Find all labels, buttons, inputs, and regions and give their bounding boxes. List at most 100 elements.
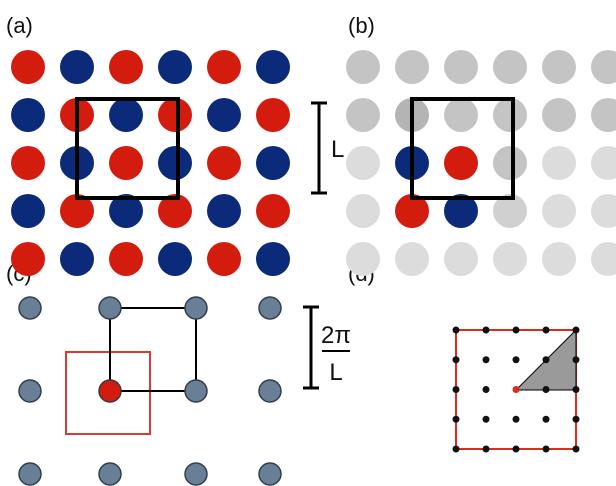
site-red <box>395 194 429 228</box>
momentum-point <box>452 326 460 334</box>
panel-a-checkerboard-lattice <box>11 50 290 276</box>
panel-b-unit-cell <box>410 97 515 200</box>
reciprocal-node <box>184 379 208 403</box>
momentum-point <box>542 356 550 364</box>
panel-c-reciprocal-cell <box>109 307 197 392</box>
site-red <box>11 242 45 276</box>
site-gray <box>346 98 380 132</box>
site-gray <box>591 98 616 132</box>
site-blue <box>11 194 45 228</box>
momentum-point <box>512 445 520 453</box>
site-blue <box>109 98 143 132</box>
site-red <box>256 194 290 228</box>
site-blue <box>256 242 290 276</box>
site-gray <box>346 146 380 180</box>
site-gray <box>591 146 616 180</box>
reciprocal-node <box>184 296 208 320</box>
site-blue <box>11 98 45 132</box>
site-blue <box>60 50 94 84</box>
momentum-point <box>482 356 490 364</box>
momentum-point <box>452 445 460 453</box>
site-gray <box>346 242 380 276</box>
site-red <box>11 50 45 84</box>
reciprocal-node <box>98 296 122 320</box>
reciprocal-node <box>258 379 282 403</box>
site-red <box>207 242 241 276</box>
momentum-point <box>572 356 580 364</box>
site-blue <box>109 194 143 228</box>
momentum-point <box>572 386 580 393</box>
momentum-point <box>482 326 490 334</box>
site-gray <box>493 242 527 276</box>
momentum-point <box>452 415 460 423</box>
site-red <box>207 146 241 180</box>
momentum-point <box>512 326 520 334</box>
momentum-point <box>542 326 550 334</box>
momentum-point <box>572 415 580 423</box>
site-red <box>158 194 192 228</box>
site-blue <box>444 194 478 228</box>
momentum-point <box>542 415 550 423</box>
reciprocal-scale-bar <box>303 305 350 390</box>
reciprocal-scale-denominator: L <box>329 359 342 386</box>
site-red <box>60 194 94 228</box>
site-gray <box>444 242 478 276</box>
site-gray <box>542 50 576 84</box>
reciprocal-node <box>184 462 208 486</box>
reciprocal-node <box>18 296 42 320</box>
reciprocal-scale-numerator: 2π <box>321 322 351 349</box>
momentum-point <box>482 386 490 393</box>
site-blue <box>207 98 241 132</box>
reciprocal-node <box>258 462 282 486</box>
panel-a-unit-cell <box>75 97 180 200</box>
site-red <box>444 146 478 180</box>
site-blue <box>256 146 290 180</box>
site-gray <box>395 242 429 276</box>
site-gray <box>542 194 576 228</box>
site-red <box>109 242 143 276</box>
site-blue <box>158 50 192 84</box>
site-blue <box>158 146 192 180</box>
site-gray <box>591 50 616 84</box>
momentum-point <box>452 356 460 364</box>
site-red <box>109 50 143 84</box>
panel-a-label: (a) <box>6 13 33 38</box>
reciprocal-node <box>18 462 42 486</box>
site-gray <box>591 242 616 276</box>
origin-point <box>512 386 520 393</box>
momentum-point <box>542 386 550 393</box>
panel-c-reciprocal-lattice <box>18 296 282 486</box>
momentum-point <box>482 445 490 453</box>
panel-c-brillouin-zone <box>65 351 151 435</box>
origin-node <box>98 379 122 403</box>
panel-b-label: (b) <box>348 13 375 38</box>
site-gray <box>346 50 380 84</box>
momentum-point <box>512 415 520 423</box>
site-blue <box>60 242 94 276</box>
site-gray <box>346 194 380 228</box>
site-blue <box>256 50 290 84</box>
site-red <box>11 146 45 180</box>
reciprocal-node <box>18 379 42 403</box>
momentum-point <box>452 386 460 393</box>
momentum-point <box>572 445 580 453</box>
site-gray <box>542 242 576 276</box>
momentum-point <box>512 356 520 364</box>
site-gray <box>395 50 429 84</box>
length-scale-label: L <box>331 136 344 163</box>
site-blue <box>207 194 241 228</box>
momentum-point <box>542 445 550 453</box>
length-scale-bar <box>311 101 327 195</box>
site-gray <box>444 50 478 84</box>
site-red <box>109 146 143 180</box>
panel-b-lattice <box>346 50 616 276</box>
reciprocal-node <box>98 462 122 486</box>
site-gray <box>591 194 616 228</box>
panel-d-momentum-grid <box>452 326 580 453</box>
site-gray <box>542 98 576 132</box>
site-gray <box>493 146 527 180</box>
site-gray <box>493 194 527 228</box>
momentum-point <box>572 326 580 334</box>
site-gray <box>493 50 527 84</box>
